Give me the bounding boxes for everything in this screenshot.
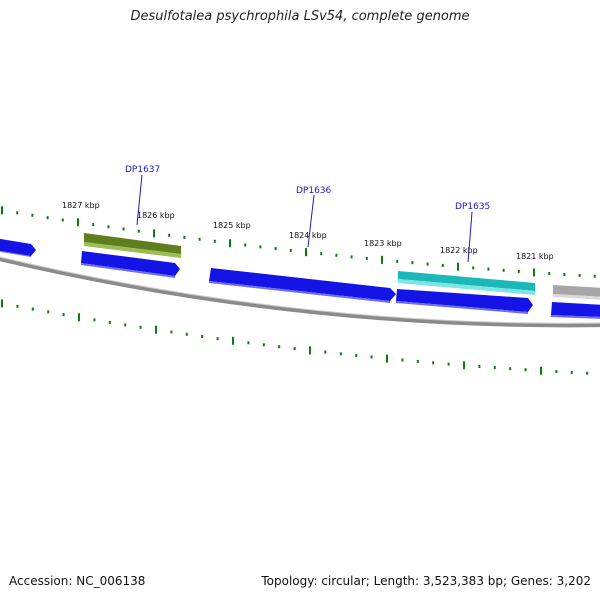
scale-label: 1827 kbp <box>62 201 100 210</box>
gene-label-dp1637: DP1637 <box>125 165 160 175</box>
gene-label-leader <box>307 194 315 248</box>
gene-dp1635-shade[interactable] <box>398 279 535 295</box>
gene-label-dp1635: DP1635 <box>455 202 490 212</box>
gene-dp1637[interactable] <box>84 233 181 254</box>
scale-label: 1825 kbp <box>213 221 251 230</box>
gene-label-leader <box>467 211 473 263</box>
gene-arrow[interactable] <box>0 250 31 257</box>
gene-arrow[interactable] <box>81 251 180 276</box>
scale-label: 1822 kbp <box>440 246 478 255</box>
accession-label: Accession: NC_006138 <box>9 574 146 588</box>
gene-arrow[interactable] <box>209 281 390 303</box>
scale-label: 1826 kbp <box>137 211 175 220</box>
gene-arrow[interactable] <box>81 263 175 278</box>
scale-label: 1824 kbp <box>289 231 327 240</box>
gene-arrow[interactable] <box>396 289 533 312</box>
genome-backbone-highlight <box>0 256 600 324</box>
gene-dp1635[interactable] <box>398 271 535 291</box>
map-title: Desulfotalea psychrophila LSv54, complet… <box>130 9 470 24</box>
gene-gray[interactable] <box>553 285 600 297</box>
gene-arrow[interactable] <box>0 238 36 256</box>
inner-tick-marks <box>1 299 589 375</box>
gene-arrow[interactable] <box>551 315 600 319</box>
gene-label-dp1636: DP1636 <box>296 186 332 196</box>
gene-arrow[interactable] <box>551 302 600 317</box>
gene-arrow[interactable] <box>396 301 528 314</box>
gene-label-leader <box>136 174 143 226</box>
outer-tick-marks <box>1 206 596 278</box>
scale-label: 1823 kbp <box>364 239 402 248</box>
gene-dp1637-shade[interactable] <box>84 242 181 258</box>
genome-backbone <box>0 257 600 328</box>
gene-gray-shade[interactable] <box>553 294 600 300</box>
genome-summary: Topology: circular; Length: 3,523,383 bp… <box>261 574 591 588</box>
scale-label: 1821 kbp <box>516 252 554 261</box>
gene-arrow[interactable] <box>209 268 396 301</box>
